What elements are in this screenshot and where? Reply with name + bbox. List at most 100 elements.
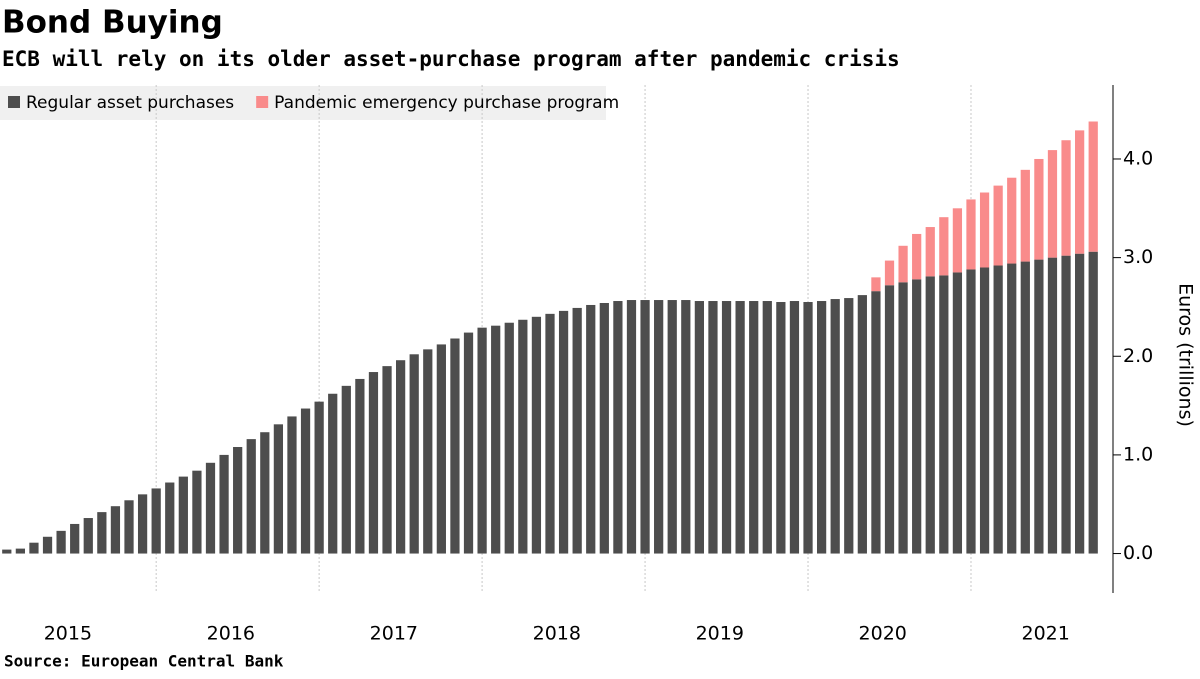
bar-segment (912, 279, 922, 554)
bar-segment (300, 408, 311, 554)
bar-segment (124, 500, 134, 554)
bar-segment (749, 301, 759, 554)
y-tick-label: 2.0 (1123, 345, 1153, 367)
x-tick-label: 2017 (370, 623, 418, 645)
bar-segment (762, 301, 772, 554)
bar-segment (952, 208, 963, 273)
legend-box (0, 86, 606, 120)
bar-segment (192, 470, 202, 554)
bar-segment (545, 313, 555, 554)
bar-segment (1007, 263, 1017, 554)
bar-segment (966, 269, 976, 554)
bar-segment (1020, 169, 1030, 262)
bar-segment (463, 332, 474, 554)
bar-segment (205, 462, 216, 554)
bar-segment (708, 301, 718, 554)
x-tick-label: 2021 (1021, 623, 1069, 645)
bar-segment (110, 506, 121, 554)
bar-segment (29, 542, 39, 554)
bar-segment (42, 536, 53, 554)
bar-segment (654, 300, 664, 554)
bar-segment (1007, 177, 1017, 264)
bar-segment (803, 302, 813, 554)
bar-segment (789, 301, 800, 554)
bar-segment (531, 316, 542, 554)
bar-segment (504, 322, 514, 554)
bar-segment (558, 310, 569, 554)
bar-segment (884, 260, 895, 286)
source: Source: European Central Bank (4, 652, 284, 671)
bar-segment (15, 548, 25, 554)
bar-segment (219, 454, 229, 554)
bar-segment (912, 233, 922, 280)
bar-segment (260, 432, 270, 554)
bar-segment (939, 275, 949, 554)
y-tick-label: 4.0 (1123, 147, 1153, 169)
bar-segment (952, 272, 963, 554)
bar-segment (287, 416, 297, 554)
bar-segment (1061, 140, 1071, 256)
bar-segment (572, 307, 582, 554)
bar-segment (613, 301, 623, 554)
bar-segment (178, 476, 188, 554)
x-tick-label: 2020 (859, 623, 907, 645)
bar-segment (966, 199, 976, 270)
bar-segment (423, 349, 433, 554)
y-tick-label: 1.0 (1123, 443, 1153, 465)
bar-segment (2, 549, 12, 554)
bar-segment (1075, 130, 1085, 254)
bar-segment (341, 385, 351, 554)
x-tick-label: 2015 (44, 623, 92, 645)
bar-segment (993, 185, 1003, 266)
bar-segment (97, 512, 107, 554)
bar-segment (586, 304, 596, 554)
legend-swatch (8, 96, 20, 108)
bar-segment (1034, 259, 1044, 554)
chart-subtitle: ECB will rely on its older asset-purchas… (2, 47, 900, 71)
bar-segment (681, 300, 691, 554)
bar-segment (1075, 253, 1085, 554)
bar-segment (884, 285, 895, 554)
bar-segment (491, 325, 501, 554)
bar-segment (1020, 261, 1030, 554)
bar-segment (871, 277, 881, 292)
bar-segment (518, 319, 528, 554)
bar-segment (599, 302, 609, 554)
x-tick-label: 2018 (533, 623, 581, 645)
bar-segment (871, 291, 881, 554)
bar-segment (137, 494, 148, 554)
bar-segment (165, 482, 175, 554)
bar-segment (1047, 257, 1058, 554)
bar-segment (1061, 255, 1071, 554)
bar-segment (70, 523, 80, 554)
bar-segment (776, 302, 786, 554)
bar-segment (1034, 158, 1044, 260)
bar-segment (355, 378, 365, 554)
bar-segment (640, 300, 650, 554)
legend-label: Regular asset purchases (26, 93, 234, 113)
bar-segment (925, 227, 935, 277)
bar-segment (368, 372, 379, 554)
bar-segment (477, 327, 487, 554)
y-tick-label: 0.0 (1123, 542, 1153, 564)
bar-segment (694, 301, 704, 554)
bar-segment (830, 299, 840, 554)
bar-segment (56, 530, 66, 554)
bar-segment (273, 424, 284, 554)
bar-segment (979, 192, 990, 268)
bar-segment (816, 301, 827, 554)
bar-segment (626, 300, 637, 554)
bar-segment (328, 393, 338, 554)
bar-segment (844, 298, 854, 554)
bar-segment (721, 301, 732, 554)
legend-swatch (256, 96, 269, 108)
bar-segment (450, 338, 460, 554)
bar-segment (436, 344, 446, 554)
y-tick-label: 3.0 (1123, 246, 1153, 268)
bar-segment (925, 276, 935, 554)
bar-segment (409, 354, 419, 554)
legend-label: Pandemic emergency purchase program (274, 93, 619, 113)
bar-segment (898, 282, 908, 554)
bar-segment (246, 439, 256, 554)
